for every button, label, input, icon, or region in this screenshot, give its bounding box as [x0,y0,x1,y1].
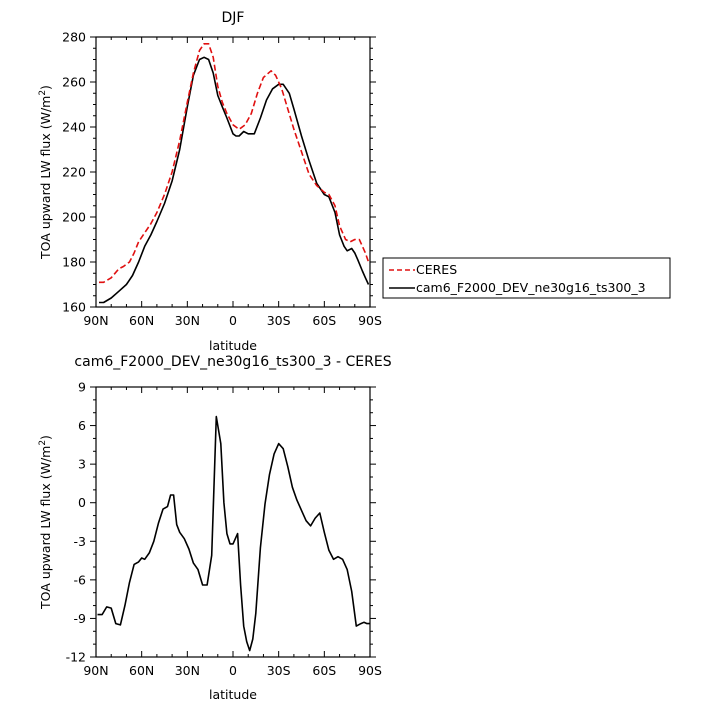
y-tick-label: 180 [62,255,86,270]
legend-label-model: cam6_F2000_DEV_ne30g16_ts300_3 [416,280,646,295]
y-tick-label: -3 [74,534,86,549]
axis-ticks: 90N 60N 30N 0 30S 60S 90S 160 180 200 220 240 260 280 [62,30,382,329]
plot-frame [95,386,371,658]
x-tick-label: 0 [229,663,237,678]
y-tick-label: 280 [62,30,86,45]
x-tick-label: 90N [83,663,108,678]
x-tick-label: 60S [312,663,336,678]
series-lines [99,42,370,304]
y-tick-label: 240 [62,120,86,135]
difference-line [97,415,370,652]
x-tick-label: 60N [129,313,154,328]
y-tick-label: 260 [62,75,86,90]
x-tick-label: 90S [358,663,382,678]
x-tick-label: 30N [175,313,200,328]
axes-frame [95,386,371,658]
y-tick-label: 200 [62,210,86,225]
x-tick-label: 0 [229,313,237,328]
panel-title: cam6_F2000_DEV_ne30g16_ts300_3 - CERES [74,354,391,370]
x-tick-label: 30S [267,663,291,678]
x-axis-label: latitude [209,338,257,353]
legend: CERES cam6_F2000_DEV_ne30g16_ts300_3 [382,257,671,299]
y-axis-label: TOA upward LW flux (W/m2) [38,85,53,260]
x-axis-label: latitude [209,687,257,702]
y-tick-label: 9 [78,380,86,395]
y-tick-label: -12 [66,650,86,665]
y-tick-label: 160 [62,300,86,315]
x-tick-label: 60N [129,663,154,678]
y-axis-label: TOA upward LW flux (W/m2) [38,435,53,610]
y-tick-label: -6 [74,572,87,587]
y-tick-label: 3 [78,457,86,472]
difference-panel: cam6_F2000_DEV_ne30g16_ts300_3 - CERES 9… [38,354,392,702]
y-tick-label: 6 [78,418,86,433]
series-lines [97,415,370,652]
x-tick-label: 90S [358,313,382,328]
y-tick-label: 220 [62,165,86,180]
axis-ticks: 90N 60N 30N 0 30S 60S 90S -12 -9 -6 -3 0 3 6 9 [66,380,382,679]
series-line-1 [99,56,370,304]
panel-title: DJF [222,10,245,26]
x-tick-label: 90N [83,313,108,328]
legend-label-ceres: CERES [416,262,457,277]
y-tick-label: 0 [78,495,86,510]
series-line-0 [99,42,370,284]
y-tick-label: -9 [74,611,87,626]
x-tick-label: 30S [267,313,291,328]
flux-panel: DJF 90N 60N 30N 0 30S 60S 90S 160 180 200 220 240 26… [38,10,671,353]
legend-box [382,257,671,299]
x-tick-label: 30N [175,663,200,678]
x-tick-label: 60S [312,313,336,328]
